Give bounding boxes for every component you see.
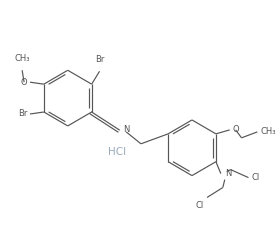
- Text: O: O: [233, 125, 239, 134]
- Text: HCl: HCl: [108, 147, 126, 157]
- Text: Br: Br: [95, 55, 104, 64]
- Text: Cl: Cl: [196, 201, 204, 210]
- Text: N: N: [225, 169, 231, 178]
- Text: Br: Br: [18, 110, 27, 119]
- Text: O: O: [20, 78, 27, 87]
- Text: CH₃: CH₃: [260, 127, 276, 136]
- Text: CH₃: CH₃: [14, 54, 30, 63]
- Text: Cl: Cl: [251, 173, 260, 182]
- Text: N: N: [123, 125, 130, 134]
